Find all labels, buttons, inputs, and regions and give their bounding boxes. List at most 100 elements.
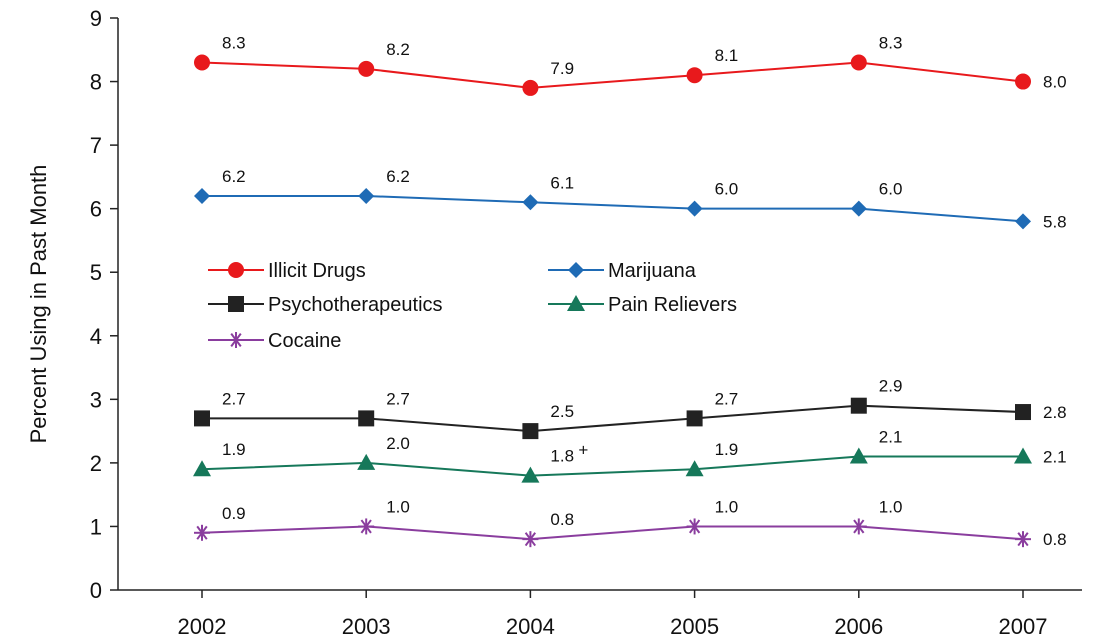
series-line <box>201 455 1023 477</box>
series-line <box>201 525 1024 541</box>
y-tick-label: 1 <box>90 514 102 539</box>
data-point <box>521 466 540 483</box>
series-line <box>202 404 1024 433</box>
data-label: 0.8 <box>550 510 574 529</box>
legend-label: Psychotherapeutics <box>268 294 443 316</box>
data-label: 2.1 <box>879 428 903 447</box>
legend: Illicit Drugs Marijuana Psychotherapeutics… <box>208 260 737 352</box>
series-line <box>202 194 1024 223</box>
legend-marker <box>568 262 584 278</box>
data-label: 8.2 <box>386 40 410 59</box>
data-label: 2.8 <box>1043 403 1067 422</box>
data-point <box>522 423 539 440</box>
data-point <box>850 397 867 414</box>
data-point <box>686 518 703 535</box>
data-point <box>194 410 210 427</box>
data-label: 8.1 <box>715 46 739 65</box>
data-label: 8.3 <box>879 33 903 52</box>
series-psychotherapeutics: 2.7 2.7 2.5 2.7 2.9 2.8 <box>194 377 1067 440</box>
data-point <box>522 79 539 96</box>
y-tick-label: 7 <box>90 133 102 158</box>
series-group: 8.3 8.2 7.9 8.1 8.3 8.0 6.2 6.2 6.1 6.0 6.0 5.8 2.7 2… <box>193 33 1067 549</box>
data-point <box>1015 404 1031 421</box>
data-label: 0.9 <box>222 504 246 523</box>
data-label: 7.9 <box>550 59 574 78</box>
data-label: 1.0 <box>879 497 903 516</box>
data-point <box>522 194 539 211</box>
data-label: 6.2 <box>222 167 246 186</box>
data-point <box>1015 531 1031 548</box>
y-tick-label: 5 <box>90 260 102 285</box>
data-label: 1.9 <box>715 440 739 459</box>
data-label: 2.5 <box>550 402 574 421</box>
data-point <box>850 54 867 71</box>
legend-marker <box>228 296 244 312</box>
series-cocaine: 0.9 1.0 0.8 1.0 1.0 0.8 <box>194 497 1067 549</box>
data-point <box>686 200 703 217</box>
legend-label: Cocaine <box>268 330 341 352</box>
x-tick-label: 2006 <box>834 614 883 639</box>
legend-marker <box>228 332 244 348</box>
data-label: 6.2 <box>386 167 410 186</box>
y-tick-label: 3 <box>90 387 102 412</box>
data-label: 2.7 <box>222 389 246 408</box>
legend-marker <box>228 262 244 278</box>
data-label: 6.1 <box>550 173 574 192</box>
y-tick-label: 0 <box>90 578 102 603</box>
data-point <box>358 187 375 204</box>
data-label: 0.8 <box>1043 530 1067 549</box>
data-point <box>686 67 703 84</box>
data-label-note: + <box>578 441 588 460</box>
legend-item-illicit-drugs: Illicit Drugs <box>208 260 366 282</box>
data-point <box>194 524 210 541</box>
data-label: 6.0 <box>715 180 739 199</box>
legend-item-psychotherapeutics: Psychotherapeutics <box>208 294 443 316</box>
data-point <box>357 453 376 470</box>
x-tick-label: 2004 <box>506 614 555 639</box>
data-label: 8.3 <box>222 33 246 52</box>
legend-label: Pain Relievers <box>608 294 737 316</box>
series-pain-relievers: 1.9 2.0 1.8 +1.9 2.1 2.1 <box>193 428 1067 483</box>
legend-label: Illicit Drugs <box>268 260 366 282</box>
data-label: 2.7 <box>715 389 739 408</box>
series-line <box>201 61 1024 89</box>
data-point <box>193 460 211 477</box>
x-ticks: 2002 2003 2004 2005 2006 2007 <box>178 590 1048 639</box>
data-label: 1.0 <box>386 497 410 516</box>
data-point <box>358 60 375 77</box>
x-tick-label: 2002 <box>178 614 227 639</box>
data-point <box>1014 447 1032 464</box>
legend-item-cocaine: Cocaine <box>208 330 341 352</box>
data-point <box>358 518 375 535</box>
data-label: 1.8 <box>550 447 574 466</box>
data-point <box>522 531 539 548</box>
y-ticks: 0 1 2 3 4 5 6 7 8 9 <box>90 6 118 603</box>
data-label: 2.0 <box>386 434 410 453</box>
data-label: 1.9 <box>222 440 246 459</box>
legend-label: Marijuana <box>608 260 697 282</box>
x-tick-label: 2007 <box>999 614 1048 639</box>
y-tick-label: 2 <box>90 451 102 476</box>
axes <box>117 18 1082 591</box>
data-label: 8.0 <box>1043 73 1067 92</box>
legend-item-marijuana: Marijuana <box>548 260 697 282</box>
data-label: 1.0 <box>715 497 739 516</box>
data-label: 5.8 <box>1043 212 1067 231</box>
data-point <box>850 200 867 217</box>
x-tick-label: 2005 <box>670 614 719 639</box>
series-illicit-drugs: 8.3 8.2 7.9 8.1 8.3 8.0 <box>194 33 1067 96</box>
y-tick-label: 6 <box>90 197 102 222</box>
data-point <box>1015 213 1031 230</box>
data-point <box>194 187 210 204</box>
y-tick-label: 4 <box>90 324 102 349</box>
data-label: 6.0 <box>879 180 903 199</box>
series-marijuana: 6.2 6.2 6.1 6.0 6.0 5.8 <box>194 167 1067 231</box>
data-point <box>849 447 868 464</box>
legend-marker <box>567 295 585 311</box>
y-tick-label: 8 <box>90 70 102 95</box>
data-label: 2.1 <box>1043 448 1067 467</box>
x-tick-label: 2003 <box>342 614 391 639</box>
data-point <box>686 410 703 427</box>
data-label: 2.7 <box>386 389 410 408</box>
